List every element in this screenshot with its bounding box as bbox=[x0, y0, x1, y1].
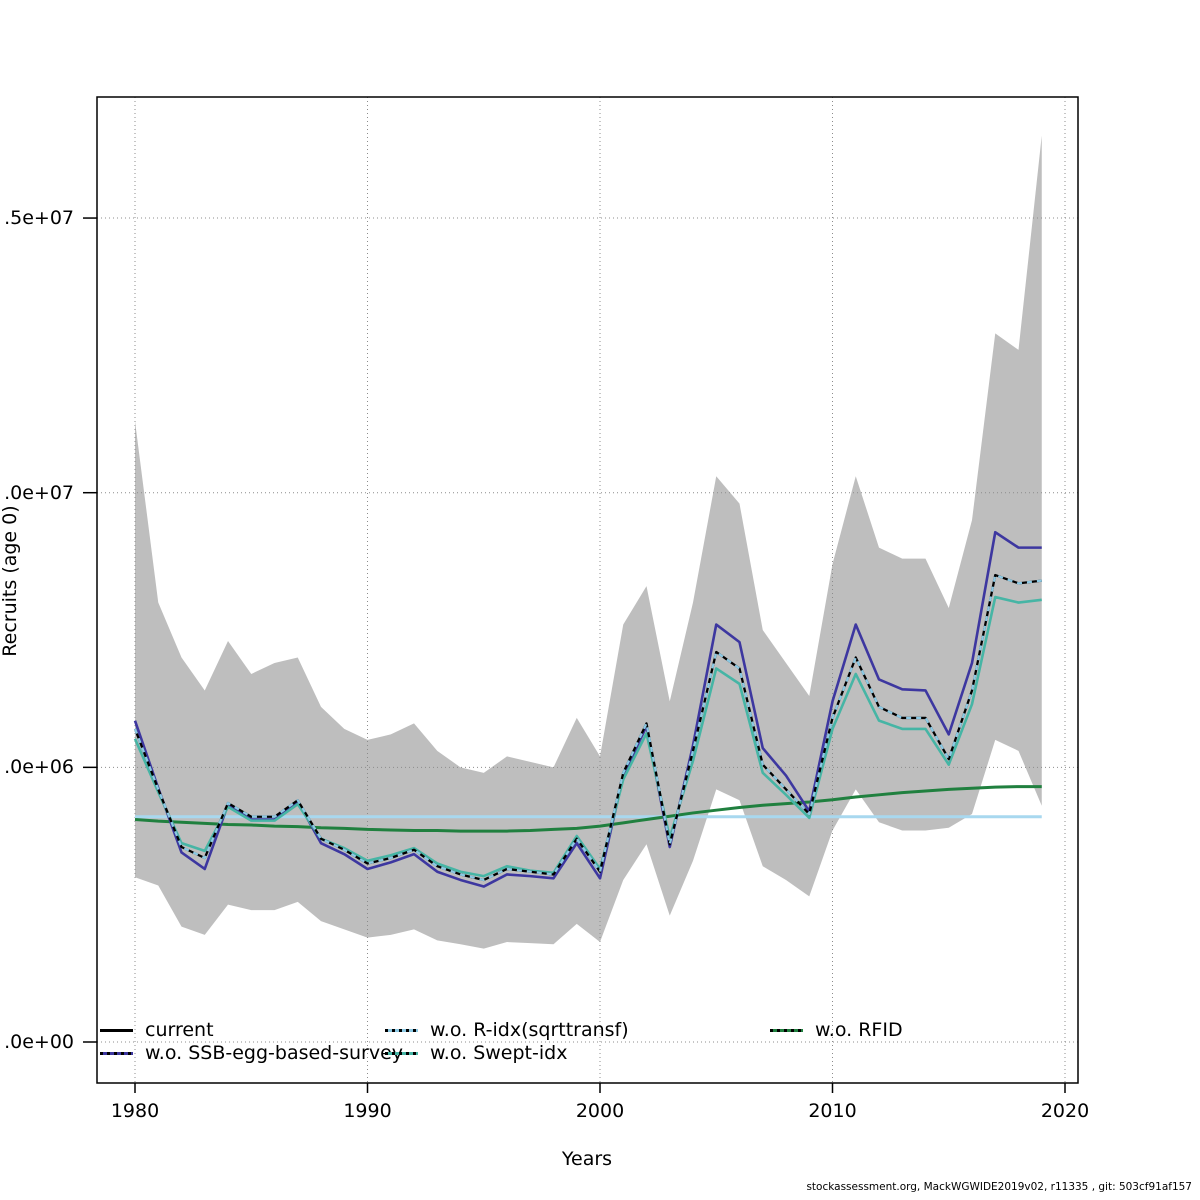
y-tick-label: .0e+00 bbox=[4, 1031, 74, 1053]
legend-key-wo-swept-idx-line bbox=[385, 1051, 418, 1055]
legend-key-current-line bbox=[100, 1028, 133, 1032]
legend-entry-wo-r-idx: w.o. R-idx(sqrttransf) bbox=[385, 1018, 629, 1042]
legend-entry-wo-swept-idx: w.o. Swept-idx bbox=[385, 1041, 567, 1065]
legend-key-wo-rfid-line bbox=[770, 1028, 803, 1032]
x-tick-label: 2000 bbox=[575, 1100, 625, 1122]
y-tick-label: .0e+06 bbox=[4, 756, 74, 779]
x-tick-label: 1990 bbox=[343, 1100, 392, 1122]
x-tick-label: 2010 bbox=[808, 1100, 857, 1122]
legend-entry-current: current bbox=[100, 1018, 214, 1042]
legend-label: w.o. SSB-egg-based-survey bbox=[145, 1042, 404, 1064]
x-tick-label: 2020 bbox=[1040, 1100, 1090, 1122]
legend-key-wo-r-idx-line bbox=[385, 1028, 418, 1032]
legend-label: current bbox=[145, 1019, 214, 1041]
legend-label: w.o. Swept-idx bbox=[430, 1042, 568, 1064]
y-axis-title: Recruits (age 0) bbox=[0, 505, 21, 657]
source-attribution-text: stockassessment.org, MackWGWIDE2019v02, … bbox=[806, 1181, 1192, 1193]
legend-entry-wo-rfid: w.o. RFID bbox=[770, 1018, 903, 1042]
legend-key-wo-ssb-line bbox=[100, 1051, 133, 1055]
legend-label: w.o. RFID bbox=[815, 1019, 903, 1041]
legend-entry-wo-ssb-egg-based-survey: w.o. SSB-egg-based-survey bbox=[100, 1041, 403, 1065]
y-tick-label: .5e+07 bbox=[4, 207, 74, 230]
legend-label: w.o. R-idx(sqrttransf) bbox=[430, 1019, 629, 1041]
y-tick-label: .0e+07 bbox=[4, 481, 74, 504]
x-tick-label: 1980 bbox=[110, 1100, 160, 1122]
x-axis-title: Years bbox=[561, 1148, 613, 1170]
